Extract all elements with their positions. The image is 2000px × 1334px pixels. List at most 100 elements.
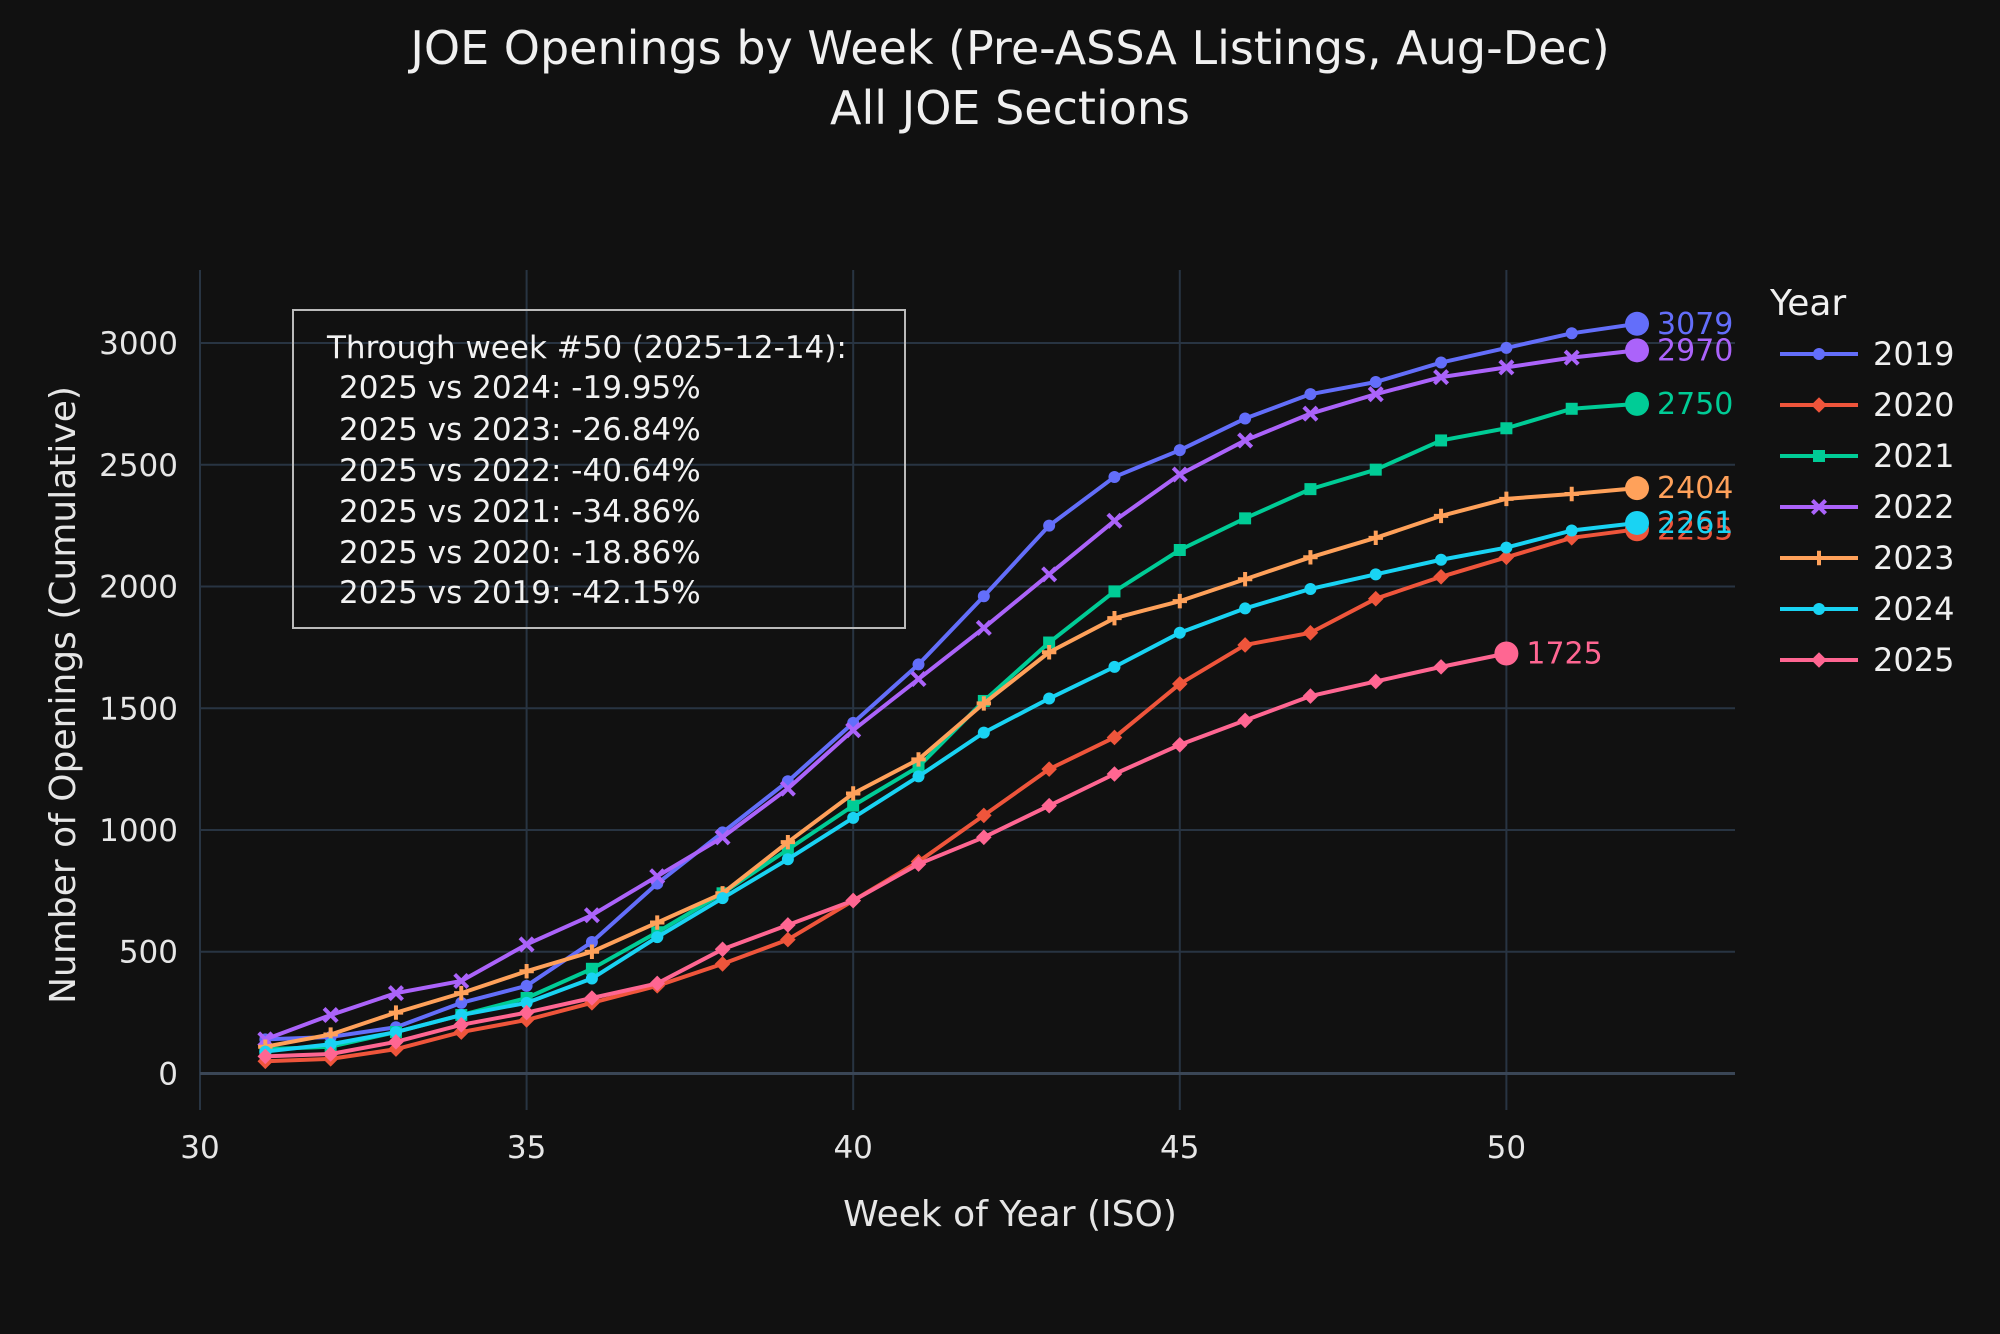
data-point (1433, 508, 1449, 524)
data-point (1302, 688, 1319, 704)
legend-item-2020[interactable]: 2020 (1780, 386, 1954, 424)
y-tick-label: 1500 (99, 691, 178, 727)
data-point (1498, 549, 1515, 566)
x-axis-label: Week of Year (ISO) (843, 1194, 1177, 1235)
legend-label: 2021 (1873, 437, 1954, 475)
legend[interactable]: Year 2019 2020 2021 2022 2023 2024 2025 (1769, 283, 1954, 679)
data-point (649, 868, 666, 885)
legend-item-2022[interactable]: 2022 (1780, 488, 1954, 526)
data-point (1108, 585, 1121, 598)
chart-subtitle: All JOE Sections (830, 81, 1190, 135)
x-tick-label: 45 (1160, 1130, 1199, 1166)
data-point (324, 1038, 337, 1051)
data-point (781, 853, 794, 866)
data-point (1043, 519, 1056, 532)
data-point (1041, 566, 1058, 583)
x-tick-label: 50 (1487, 1130, 1526, 1166)
data-point (1565, 327, 1578, 340)
legend-label: 2024 (1873, 590, 1954, 628)
data-point (583, 907, 600, 924)
legend-label: 2022 (1873, 488, 1954, 526)
y-tick-label: 2000 (99, 570, 178, 606)
data-point (585, 936, 598, 948)
data-point (1368, 530, 1383, 546)
data-point (1173, 444, 1186, 457)
data-point (1367, 673, 1384, 690)
legend-label: 2019 (1873, 335, 1954, 373)
data-point (518, 936, 535, 953)
data-point (847, 799, 860, 812)
data-point (780, 917, 796, 933)
data-point (455, 996, 468, 1009)
series-line (265, 321, 1638, 1042)
annotation-line: Through week #50 (2025-12-14): (326, 330, 847, 366)
legend-marker (1811, 550, 1827, 566)
data-point (651, 931, 664, 944)
legend-item-2019[interactable]: 2019 (1780, 335, 1954, 373)
annotation-line: 2025 vs 2019: -42.15% (339, 575, 701, 611)
data-point (257, 1031, 274, 1048)
data-point (1563, 349, 1580, 366)
data-point (322, 1046, 339, 1062)
data-point (716, 892, 729, 905)
end-value-label: 2235 (1657, 512, 1733, 547)
legend-item-2021[interactable]: 2021 (1780, 437, 1954, 475)
series-2022: 2970 (257, 333, 1733, 1048)
data-point (1239, 602, 1252, 615)
data-point (1303, 550, 1318, 565)
data-point (779, 780, 796, 797)
data-point (910, 671, 927, 688)
data-point (1435, 553, 1448, 566)
annotation-line: 2025 vs 2022: -40.64% (339, 453, 701, 489)
end-value-label: 1725 (1526, 636, 1602, 671)
data-point (1172, 593, 1187, 609)
annotation-line: 2025 vs 2023: -26.84% (339, 412, 701, 448)
data-point (975, 619, 992, 636)
data-point (1564, 486, 1579, 502)
series-line (265, 527, 1638, 1064)
end-point (1625, 476, 1650, 501)
data-point (387, 985, 404, 1002)
end-point (1494, 641, 1519, 666)
data-point (845, 722, 862, 739)
data-point (1171, 736, 1188, 753)
data-point (1041, 761, 1057, 777)
data-point (976, 696, 992, 711)
end-value-label: 2404 (1657, 471, 1733, 506)
legend-item-2024[interactable]: 2024 (1780, 590, 1954, 628)
data-point (1500, 541, 1513, 554)
data-point (1302, 624, 1319, 641)
data-point (1369, 376, 1382, 388)
data-point (1367, 386, 1384, 403)
data-point (910, 856, 927, 872)
annotation-line: 2025 vs 2021: -34.86% (339, 494, 701, 530)
legend-marker (1810, 498, 1828, 516)
data-point (1239, 412, 1252, 425)
data-point (1043, 692, 1056, 705)
data-point (453, 1016, 470, 1033)
data-point (388, 1034, 404, 1050)
end-value-label: 3079 (1657, 307, 1733, 342)
data-point (1435, 434, 1448, 447)
data-point (714, 956, 731, 972)
data-point (1171, 676, 1188, 692)
legend-item-2023[interactable]: 2023 (1780, 539, 1954, 577)
legend-label: 2025 (1873, 641, 1954, 679)
annotation-line: 2025 vs 2020: -18.86% (339, 535, 701, 571)
data-point (1239, 512, 1252, 525)
data-point (1106, 729, 1123, 746)
end-value-label: 2970 (1657, 333, 1733, 368)
end-point (1625, 510, 1650, 535)
data-point (1173, 626, 1186, 639)
data-point (714, 829, 731, 846)
legend-item-2025[interactable]: 2025 (1780, 641, 1954, 679)
data-point (1173, 544, 1186, 556)
data-point (912, 760, 925, 773)
data-point (585, 962, 598, 975)
data-point (977, 726, 990, 739)
data-point (1369, 463, 1382, 476)
data-point (847, 811, 860, 824)
data-point (519, 964, 534, 979)
data-point (1108, 470, 1121, 483)
